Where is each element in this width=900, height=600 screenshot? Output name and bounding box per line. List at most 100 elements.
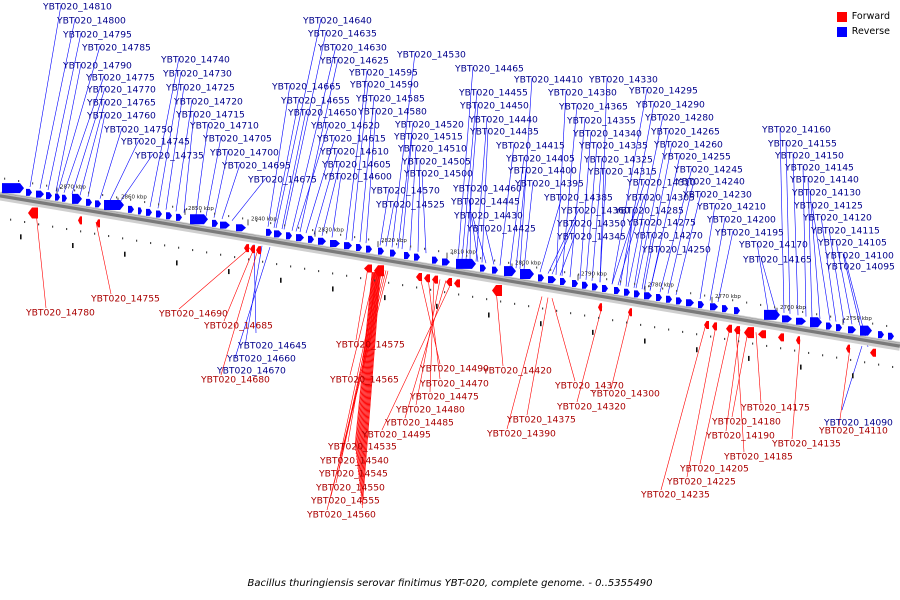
forward-gene-label: YBT020_14225 xyxy=(666,476,736,487)
lower-ruler-dot xyxy=(24,221,26,224)
reverse-leader-line xyxy=(345,70,368,240)
genome-backbone xyxy=(0,192,900,348)
reverse-leader-line xyxy=(468,199,479,262)
reverse-gene-label: YBT020_14525 xyxy=(375,199,445,210)
reverse-gene-label: YBT020_14405 xyxy=(505,153,575,164)
forward-gene-arrow xyxy=(704,320,709,329)
upper-ruler-dot xyxy=(396,243,398,246)
lower-ruler-dot xyxy=(444,291,446,294)
reverse-gene-label: YBT020_14140 xyxy=(789,174,859,185)
reverse-gene-label: YBT020_14580 xyxy=(357,106,427,117)
reverse-gene-arrow xyxy=(46,192,52,200)
reverse-leader-line xyxy=(523,181,534,270)
reverse-leader-line xyxy=(391,52,416,248)
forward-gene-label: YBT020_14565 xyxy=(329,374,399,385)
reverse-gene-arrow xyxy=(36,190,44,198)
reverse-gene-label: YBT020_14255 xyxy=(661,151,731,162)
reverse-leader-line xyxy=(561,104,578,276)
reverse-leader-line xyxy=(29,4,62,188)
reverse-gene-label: YBT020_14165 xyxy=(742,254,812,265)
forward-leader-line xyxy=(551,298,576,382)
reverse-leader-line xyxy=(515,168,527,269)
lower-ruler-dot xyxy=(724,337,726,340)
reverse-gene-label: YBT020_14790 xyxy=(62,60,132,71)
reverse-gene-arrow xyxy=(62,194,67,202)
reverse-gene-label: YBT020_14355 xyxy=(566,115,636,126)
upper-ruler-dot xyxy=(550,268,552,271)
reverse-leader-line xyxy=(807,177,813,318)
reverse-leader-line xyxy=(275,18,322,229)
reverse-leader-line xyxy=(591,157,603,281)
forward-leader-line xyxy=(362,272,381,509)
upper-ruler-dot xyxy=(438,250,440,253)
reverse-gene-label: YBT020_14745 xyxy=(120,136,190,147)
reverse-gene-label: YBT020_14785 xyxy=(81,42,151,53)
forward-gene-label: YBT020_14370 xyxy=(554,380,624,391)
forward-leader-line xyxy=(576,306,603,403)
forward-gene-arrow xyxy=(446,277,452,286)
reverse-gene-label: YBT020_14570 xyxy=(370,185,440,196)
upper-ruler-dot xyxy=(676,289,678,292)
forward-gene-arrow xyxy=(796,336,800,345)
reverse-gene-label: YBT020_14260 xyxy=(653,139,723,150)
upper-ruler-dot xyxy=(830,315,832,318)
reverse-leader-line xyxy=(57,45,101,192)
reverse-gene-arrow xyxy=(698,301,704,309)
reverse-leader-line xyxy=(231,177,267,221)
lower-ruler-mark xyxy=(228,269,230,275)
reverse-gene-label: YBT020_14270 xyxy=(633,230,703,241)
reverse-gene-arrow xyxy=(286,232,292,240)
upper-ruler-dot xyxy=(4,177,6,180)
lower-ruler-dot xyxy=(402,284,404,287)
reverse-leader-line xyxy=(760,257,777,312)
lower-ruler-dot xyxy=(822,354,824,357)
reverse-gene-label: YBT020_14700 xyxy=(209,147,279,158)
reverse-leader-line xyxy=(635,129,670,289)
reverse-leader-line xyxy=(205,136,222,217)
upper-ruler-dot xyxy=(410,245,412,248)
lower-ruler-dot xyxy=(668,328,670,331)
reverse-gene-arrow xyxy=(796,317,806,325)
reverse-leader-line xyxy=(397,122,414,249)
reverse-gene-arrow xyxy=(602,285,608,293)
reverse-leader-line xyxy=(321,162,341,236)
reverse-gene-label: YBT020_14625 xyxy=(319,55,389,66)
reverse-gene-arrow xyxy=(432,256,438,264)
forward-gene-label: YBT020_14495 xyxy=(361,429,431,440)
reverse-gene-arrow xyxy=(176,213,182,221)
upper-ruler-dot xyxy=(718,296,720,299)
scale-tick-label: 2860 kbp xyxy=(121,195,147,201)
reverse-leader-line xyxy=(579,131,592,279)
forward-gene-label: YBT020_14550 xyxy=(315,482,385,493)
reverse-gene-arrow xyxy=(128,205,134,213)
reverse-leader-line xyxy=(649,154,681,291)
lower-ruler-mark xyxy=(384,295,386,301)
upper-ruler-dot xyxy=(18,180,20,183)
forward-leader-line xyxy=(356,272,374,458)
forward-leader-line xyxy=(35,211,47,309)
lower-ruler-dot xyxy=(682,330,684,333)
lower-ruler-dot xyxy=(374,279,376,282)
forward-leader-line xyxy=(360,272,379,494)
legend-forward: Forward xyxy=(836,9,890,24)
reverse-gene-label: YBT020_14600 xyxy=(322,171,392,182)
reverse-gene-label: YBT020_14115 xyxy=(810,225,880,236)
upper-ruler-dot xyxy=(480,257,482,260)
reverse-leader-line xyxy=(802,165,807,317)
reverse-gene-label: YBT020_14280 xyxy=(644,112,714,123)
reverse-leader-line xyxy=(499,143,515,266)
lower-ruler-dot xyxy=(528,305,530,308)
forward-gene-label: YBT020_14135 xyxy=(771,438,841,449)
reverse-gene-label: YBT020_14595 xyxy=(348,67,418,78)
upper-ruler-dot xyxy=(32,182,34,185)
lower-ruler-dot xyxy=(150,242,152,245)
forward-leader-line xyxy=(326,270,389,511)
lower-ruler-mark xyxy=(748,355,750,361)
upper-ruler-dot xyxy=(886,324,888,327)
reverse-leader-line xyxy=(99,127,123,199)
reverse-leader-line xyxy=(539,195,563,273)
reverse-leader-line xyxy=(305,136,336,234)
reverse-gene-label: YBT020_14605 xyxy=(321,159,391,170)
reverse-gene-label: YBT020_14195 xyxy=(714,227,784,238)
lower-ruler-dot xyxy=(122,237,124,240)
